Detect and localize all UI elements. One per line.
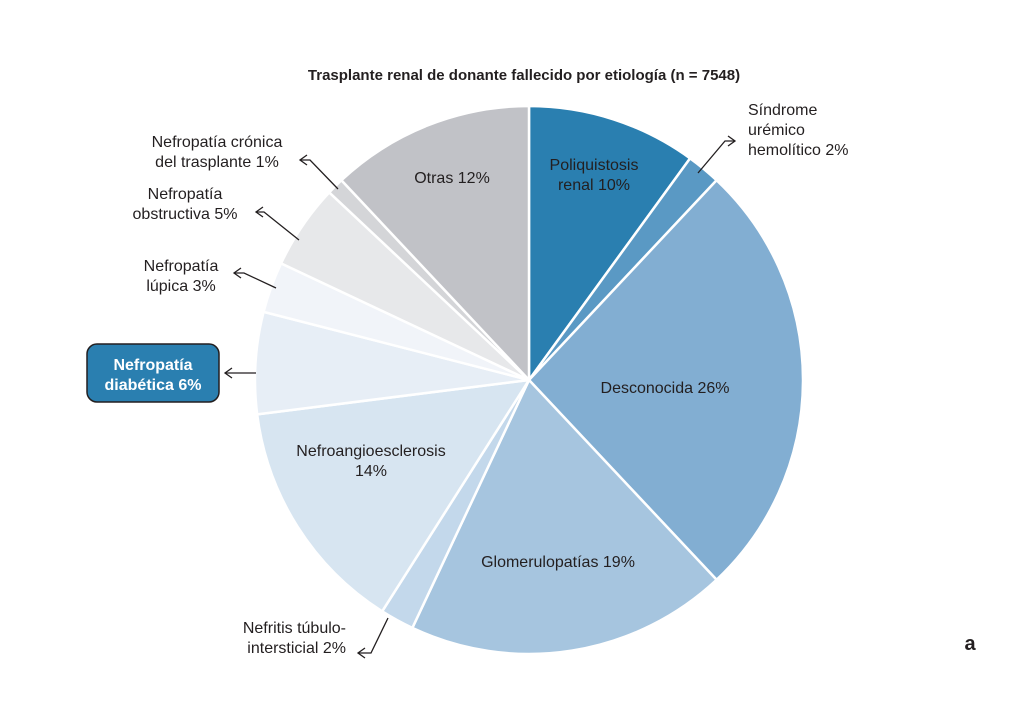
pie-slice: [339, 104, 531, 384]
leader-arrow: [356, 647, 366, 659]
highlight-box: [86, 343, 220, 403]
label-line: Nefropatía: [113, 357, 192, 374]
label-line: Nefritis túbulo-: [243, 620, 346, 637]
slice-label: Otras 12%: [414, 170, 490, 187]
label-line: Síndrome: [748, 102, 817, 119]
leader-line: [358, 617, 389, 654]
leader-arrow: [232, 267, 242, 279]
slice-labels: Poliquistosis renal 10% Síndrome urémico hem…: [86, 102, 849, 657]
slice-label: Poliquistosis renal 10%: [550, 157, 639, 194]
highlight-label: Nefropatía diabética 6%: [105, 357, 202, 394]
leader-arrow: [727, 135, 737, 147]
slice-label: Nefritis túbulo-intersticial 2%: [243, 620, 346, 657]
pie-slice: [255, 378, 532, 614]
slice-label: Desconocida 26%: [601, 380, 730, 397]
label-line: diabética 6%: [105, 377, 202, 394]
label-line: Desconocida 26%: [601, 380, 730, 397]
label-line: urémico: [748, 122, 805, 139]
slice-label: Nefroangioesclerosis 14%: [296, 443, 445, 480]
label-line: lúpica 3%: [146, 278, 215, 295]
label-line: Glomerulopatías 19%: [481, 554, 635, 571]
leader-lines: [223, 135, 737, 659]
leader-arrow: [223, 367, 233, 379]
label-line: Nefroangioesclerosis: [296, 443, 445, 460]
leader-line: [697, 140, 735, 174]
panel-label: a: [964, 633, 976, 655]
label-line: renal 10%: [558, 177, 630, 194]
slice-label: Nefropatía lúpica 3%: [144, 258, 219, 295]
label-line: Nefropatía crónica: [152, 134, 283, 151]
slice-label: Nefropatía crónica del trasplante 1%: [152, 134, 283, 171]
label-line: Otras 12%: [414, 170, 490, 187]
label-line: intersticial 2%: [247, 640, 346, 657]
pie-slice: [527, 178, 805, 582]
label-line: Nefropatía: [144, 258, 219, 275]
label-line: del trasplante 1%: [155, 154, 279, 171]
label-line: hemolítico 2%: [748, 142, 849, 159]
leader-line: [234, 272, 277, 289]
leader-line: [300, 159, 339, 190]
leader-arrow: [298, 154, 308, 166]
label-line: obstructiva 5%: [133, 206, 238, 223]
label-line: 14%: [355, 463, 387, 480]
pie-slices: [253, 104, 805, 656]
pie-slice: [527, 104, 692, 384]
label-line: Nefropatía: [148, 186, 223, 203]
slice-label: Nefropatía obstructiva 5%: [133, 186, 238, 223]
slice-label: Glomerulopatías 19%: [481, 554, 635, 571]
pie-slice: [410, 377, 719, 656]
slice-label: Síndrome urémico hemolítico 2%: [748, 102, 849, 159]
label-line: Poliquistosis: [550, 157, 639, 174]
leader-line: [256, 211, 300, 241]
chart-title: Trasplante renal de donante fallecido po…: [308, 67, 740, 84]
leader-arrow: [254, 206, 264, 218]
